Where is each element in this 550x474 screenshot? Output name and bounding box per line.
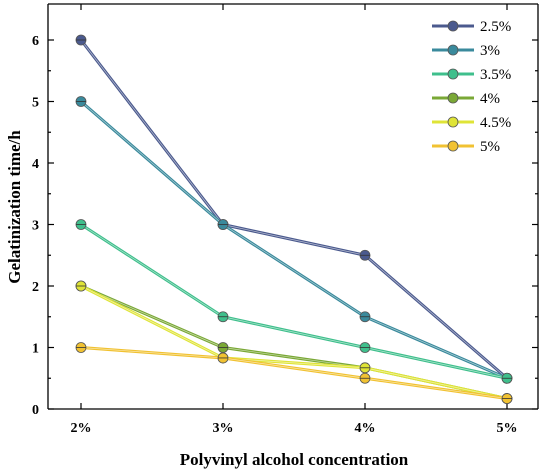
legend-label: 3.5% [480,67,511,83]
series-line-highlight [80,285,508,399]
series-line-highlight [80,39,508,379]
legend-label: 4.5% [480,115,511,131]
series-line-3 [80,284,508,401]
legend: 2.5% 3% 3.5% 4% 4.5% 5% [432,19,511,155]
y-tick-label: 3 [32,219,39,234]
y-tick-label: 0 [32,403,39,418]
series-line-highlight [80,347,508,399]
legend-swatch-marker [447,44,459,56]
y-tick-group: 0 1 2 3 4 5 6 [32,34,538,418]
legend-label: 5% [480,139,500,155]
series-line-5 [80,346,508,401]
legend-swatch-marker [447,68,459,80]
x-tick-label: 5% [497,421,518,436]
legend-swatch-marker [447,140,459,152]
y-tick-label: 2 [32,280,39,295]
y-tick-label: 5 [32,96,39,111]
y-axis-title: Gelatinization time/h [5,130,24,284]
series-line-2 [80,223,508,380]
x-tick-label: 3% [213,421,234,436]
series-group [75,34,513,404]
y-tick-label: 6 [32,34,39,49]
series-line-4 [80,284,508,401]
legend-label: 3% [480,43,500,59]
legend-swatch-marker [447,116,459,128]
series-line-highlight [80,224,508,379]
series-line-0 [79,39,508,380]
series-line-highlight [80,101,508,379]
y-tick-label: 1 [32,342,39,357]
legend-label: 4% [480,91,500,107]
legend-label: 2.5% [480,19,511,35]
series-line-highlight [80,285,508,399]
x-tick-group: 2% 3% 4% 5% [71,4,518,436]
legend-swatch-marker [447,92,459,104]
x-tick-label: 2% [71,421,92,436]
x-tick-label: 4% [355,421,376,436]
x-axis-title: Polyvinyl alcohol concentration [180,450,409,469]
legend-swatch-marker [447,20,459,32]
y-tick-label: 4 [32,157,39,172]
